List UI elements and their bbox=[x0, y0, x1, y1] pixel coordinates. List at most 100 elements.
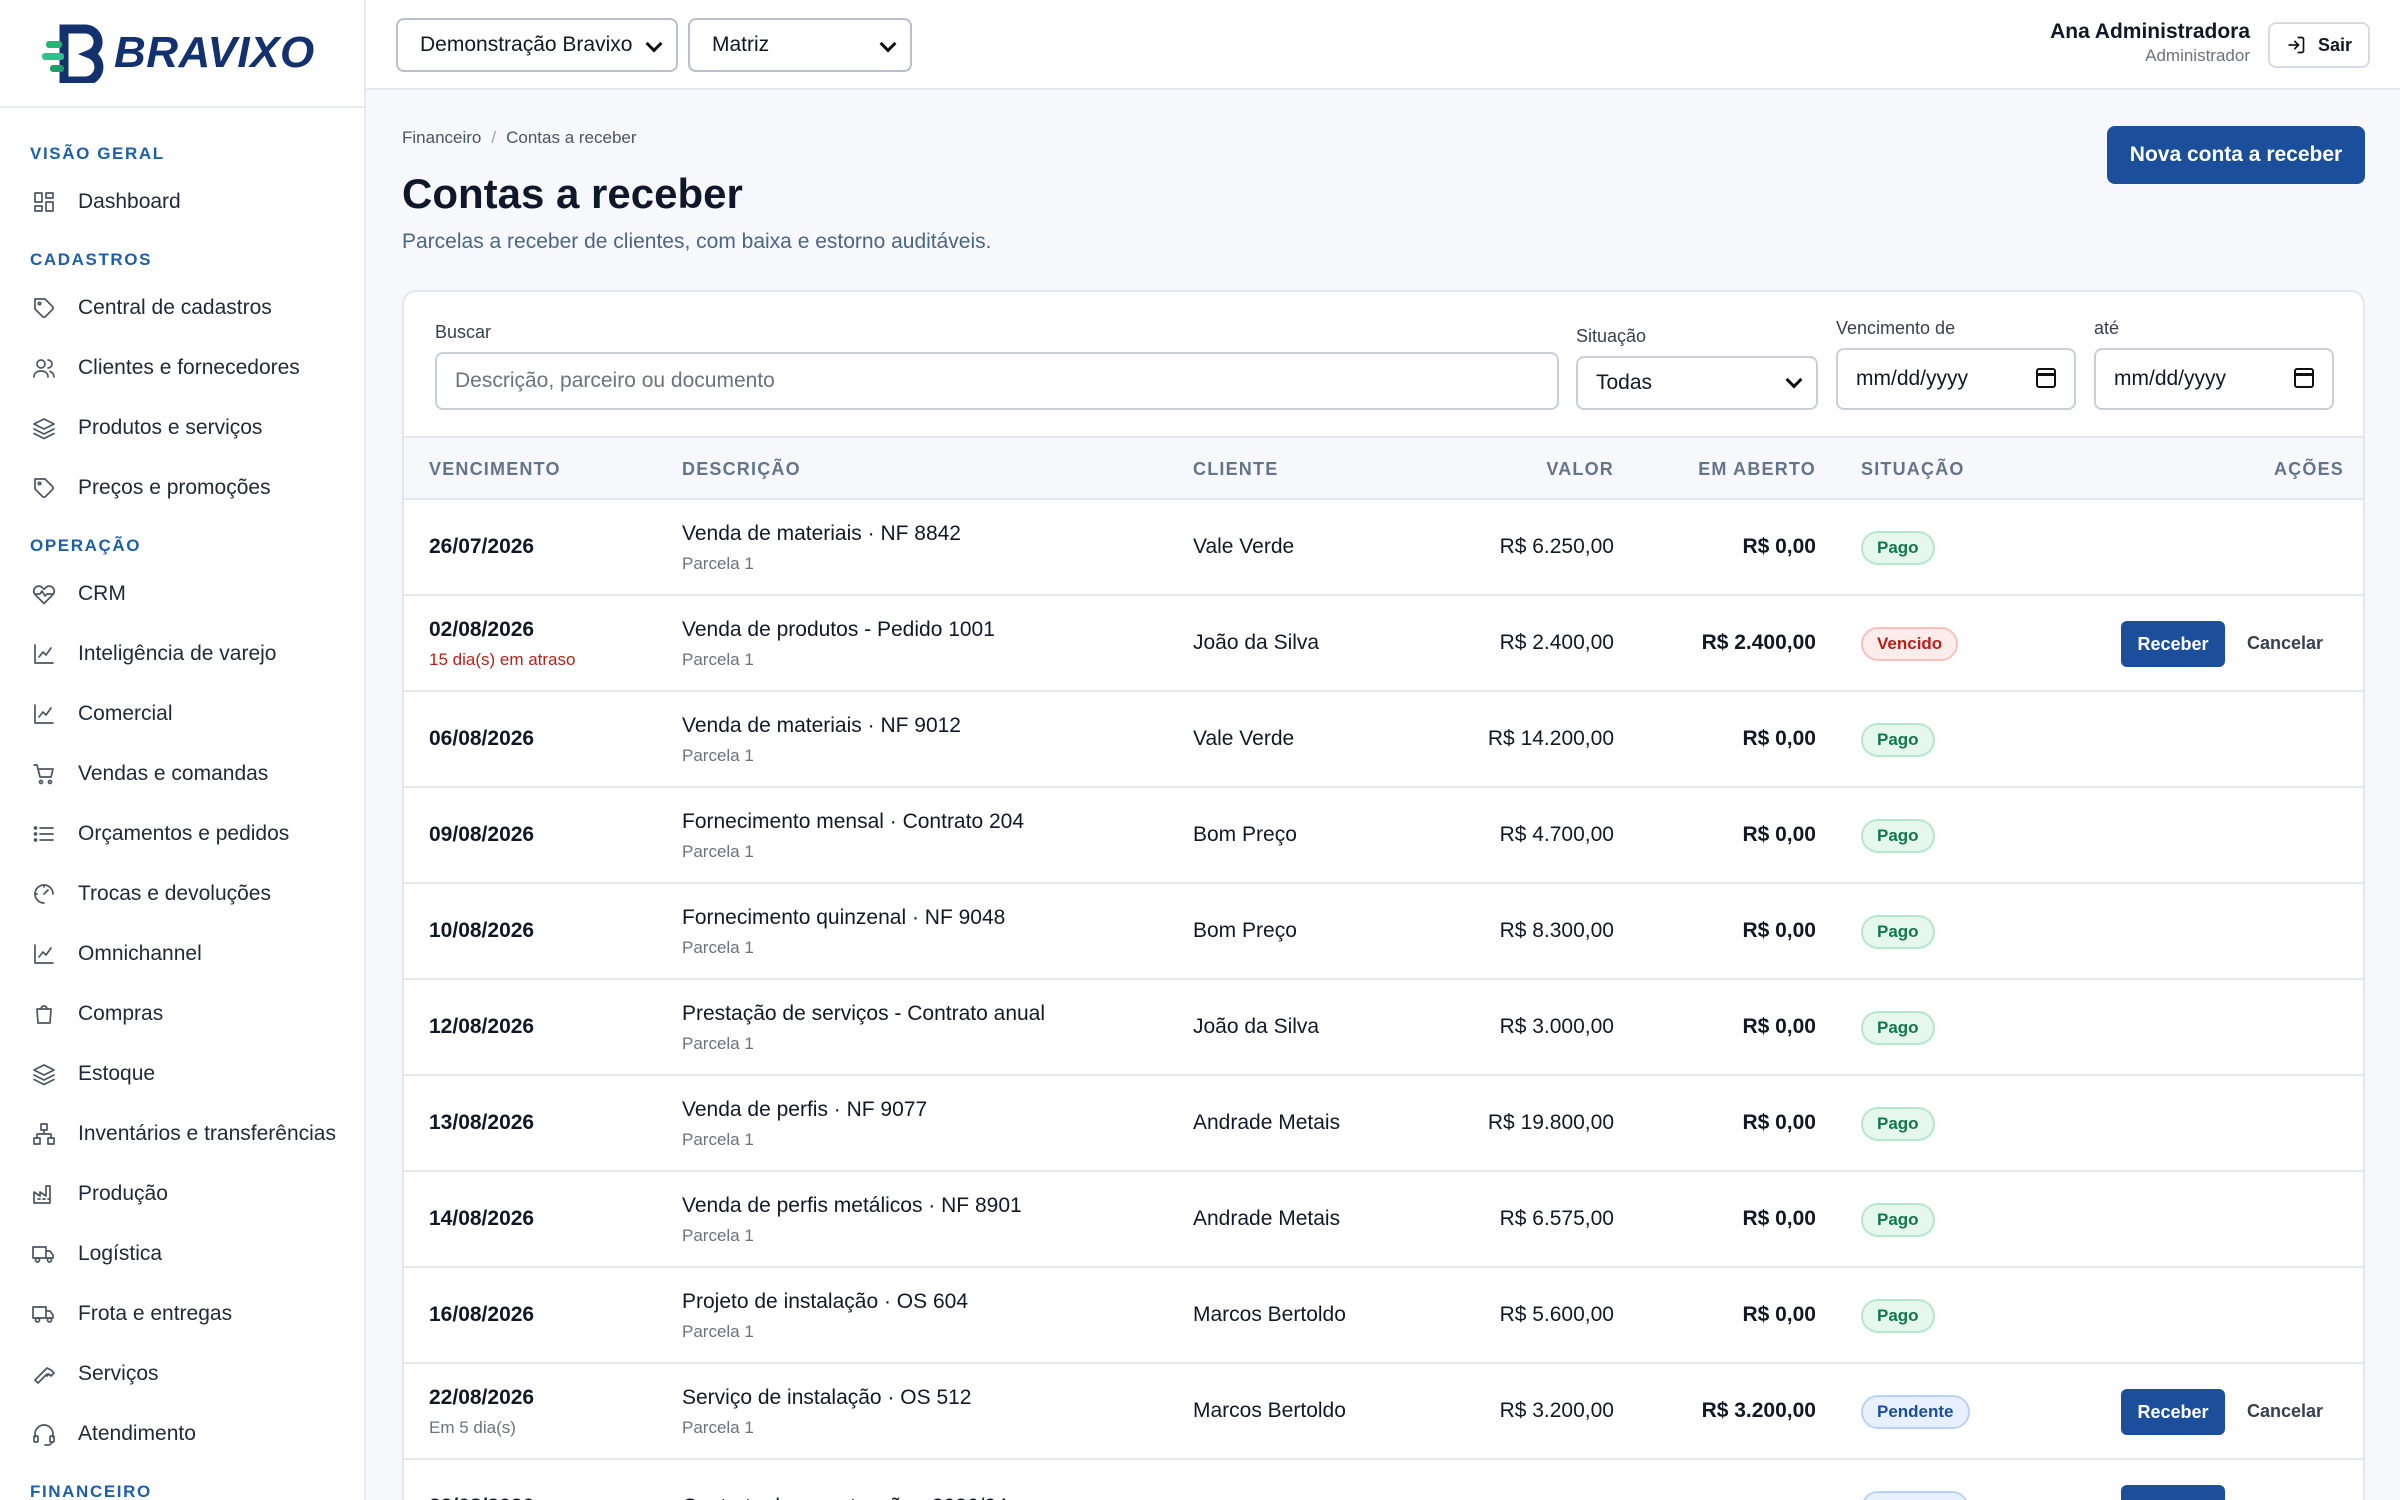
open-amount: R$ 0,00 bbox=[1742, 919, 1816, 942]
receive-button[interactable]: Receber bbox=[2121, 621, 2225, 667]
sidebar-item-label: Orçamentos e pedidos bbox=[78, 822, 290, 845]
sidebar-item[interactable]: Comercial bbox=[0, 684, 364, 744]
amount: R$ 2.400,00 bbox=[1499, 631, 1614, 654]
sidebar-item[interactable]: Clientes e fornecedores bbox=[0, 338, 364, 398]
client-name: Bom Preço bbox=[1193, 919, 1297, 942]
sidebar-item[interactable]: Trocas e devoluções bbox=[0, 864, 364, 924]
chevron-down-icon bbox=[1785, 371, 1803, 389]
open-amount: R$ 0,00 bbox=[1742, 1111, 1816, 1134]
sidebar-item[interactable]: Compras bbox=[0, 984, 364, 1044]
search-label: Buscar bbox=[435, 322, 492, 342]
company-select[interactable]: Demonstração Bravixo bbox=[396, 18, 678, 72]
table-row[interactable]: 23/08/2026 Contrato de manutenção · 2026/… bbox=[404, 1460, 2363, 1500]
open-amount: R$ 0,00 bbox=[1742, 1303, 1816, 1326]
sidebar-item[interactable]: Dashboard bbox=[0, 172, 364, 232]
branch-select[interactable]: Matriz bbox=[688, 18, 912, 72]
parcel: Parcela 1 bbox=[682, 1322, 754, 1341]
sidebar-item-label: Inventários e transferências bbox=[78, 1122, 336, 1145]
column-cliente[interactable]: CLIENTE bbox=[1193, 459, 1279, 479]
table-row[interactable]: 14/08/2026 Venda de perfis metálicos · NF… bbox=[404, 1172, 2363, 1268]
status-badge: Vencido bbox=[1861, 627, 1959, 661]
sidebar-item[interactable]: Orçamentos e pedidos bbox=[0, 804, 364, 864]
sidebar-item[interactable]: Inventários e transferências bbox=[0, 1104, 364, 1164]
column-em-aberto[interactable]: EM ABERTO bbox=[1698, 459, 1816, 479]
brand-logo[interactable]: BRAVIXO bbox=[0, 0, 364, 108]
due-date: 22/08/2026 bbox=[429, 1386, 535, 1409]
headset-icon bbox=[33, 1424, 55, 1446]
table-row[interactable]: 02/08/2026 15 dia(s) em atraso Venda de pr… bbox=[404, 596, 2363, 692]
client-name: Andrade Metais bbox=[1193, 1111, 1341, 1134]
client-name: Vale Verde bbox=[1193, 535, 1295, 558]
logout-button[interactable]: Sair bbox=[2268, 22, 2370, 68]
column-descricao[interactable]: DESCRIÇÃO bbox=[682, 459, 801, 479]
status-badge bbox=[1861, 1491, 1969, 1500]
description: Venda de perfis metálicos · NF 8901 bbox=[682, 1194, 1022, 1217]
search-input[interactable]: Descrição, parceiro ou documento bbox=[435, 352, 1559, 410]
due-to-input[interactable]: mm/dd/yyyy bbox=[2094, 348, 2334, 410]
status-badge: Pago bbox=[1861, 723, 1935, 757]
sidebar-item[interactable]: Inteligência de varejo bbox=[0, 624, 364, 684]
amount: R$ 6.250,00 bbox=[1499, 535, 1614, 558]
column-acoes: AÇÕES bbox=[2273, 459, 2344, 479]
sidebar-item[interactable]: Estoque bbox=[0, 1044, 364, 1104]
column-valor[interactable]: VALOR bbox=[1546, 459, 1614, 479]
due-date: 02/08/2026 bbox=[429, 618, 535, 641]
amount: R$ 19.800,00 bbox=[1487, 1111, 1614, 1134]
sidebar-item[interactable]: CRM bbox=[0, 564, 364, 624]
sidebar-item[interactable]: Frota e entregas bbox=[0, 1284, 364, 1344]
sidebar-item[interactable]: Preços e promoções bbox=[0, 458, 364, 518]
due-note: 15 dia(s) em atraso bbox=[429, 650, 576, 669]
receive-button[interactable]: Receber bbox=[2121, 1485, 2225, 1500]
sidebar-item[interactable]: Central de cadastros bbox=[0, 278, 364, 338]
user-role: Administrador bbox=[2145, 46, 2250, 65]
tag-icon bbox=[34, 478, 55, 499]
new-receivable-button[interactable]: Nova conta a receber bbox=[2107, 126, 2365, 184]
sidebar: BRAVIXO VISÃO GERAL Dashboard CADASTROS Cen… bbox=[0, 0, 366, 1500]
sidebar-item[interactable]: Atendimento bbox=[0, 1404, 364, 1464]
chart-line-icon bbox=[34, 644, 54, 664]
users-icon bbox=[33, 359, 55, 378]
calendar-icon[interactable] bbox=[2036, 368, 2056, 388]
due-date: 23/08/2026 bbox=[429, 1495, 534, 1500]
sidebar-item-label: Vendas e comandas bbox=[78, 762, 269, 785]
table-row[interactable]: 06/08/2026 Venda de materiais · NF 9012 Pa… bbox=[404, 692, 2363, 788]
sidebar-item-label: Estoque bbox=[78, 1062, 156, 1085]
table-row[interactable]: 16/08/2026 Projeto de instalação · OS 604… bbox=[404, 1268, 2363, 1364]
description: Fornecimento mensal · Contrato 204 bbox=[682, 810, 1024, 833]
sidebar-item[interactable]: Logística bbox=[0, 1224, 364, 1284]
cancel-button[interactable]: Cancelar bbox=[2247, 633, 2324, 653]
sidebar-item[interactable]: Produção bbox=[0, 1164, 364, 1224]
table-row[interactable]: 22/08/2026 Em 5 dia(s) Serviço de instalaç… bbox=[404, 1364, 2363, 1460]
amount: R$ 6.575,00 bbox=[1499, 1207, 1614, 1230]
table-row[interactable]: 12/08/2026 Prestação de serviços - Contra… bbox=[404, 980, 2363, 1076]
sidebar-nav: VISÃO GERAL Dashboard CADASTROS Central de … bbox=[0, 108, 364, 1500]
sidebar-item[interactable]: Omnichannel bbox=[0, 924, 364, 984]
sidebar-item[interactable]: Vendas e comandas bbox=[0, 744, 364, 804]
sidebar-item-label: Omnichannel bbox=[78, 942, 202, 965]
hammer-icon bbox=[34, 1367, 55, 1384]
column-vencimento[interactable]: VENCIMENTO bbox=[429, 459, 561, 479]
status-badge: Pago bbox=[1861, 915, 1935, 949]
due-to-value: mm/dd/yyyy bbox=[2114, 367, 2227, 390]
table-row[interactable]: 09/08/2026 Fornecimento mensal · Contrato… bbox=[404, 788, 2363, 884]
sidebar-item[interactable]: Produtos e serviços bbox=[0, 398, 364, 458]
table-row[interactable]: 26/07/2026 Venda de materiais · NF 8842 Pa… bbox=[404, 500, 2363, 596]
receivables-card: Buscar Descrição, parceiro ou documento … bbox=[402, 290, 2365, 1500]
breadcrumb-item-financeiro[interactable]: Financeiro bbox=[402, 128, 482, 147]
sidebar-item[interactable]: Serviços bbox=[0, 1344, 364, 1404]
table-row[interactable]: 13/08/2026 Venda de perfis · NF 9077 Parce… bbox=[404, 1076, 2363, 1172]
cancel-button[interactable]: Cancelar bbox=[2247, 1401, 2324, 1421]
open-amount: R$ 2.400,00 bbox=[1701, 631, 1816, 654]
status-select[interactable]: Todas bbox=[1576, 356, 1818, 410]
table-row[interactable]: 10/08/2026 Fornecimento quinzenal · NF 90… bbox=[404, 884, 2363, 980]
status-badge: Pago bbox=[1861, 819, 1935, 853]
search-placeholder: Descrição, parceiro ou documento bbox=[455, 369, 775, 392]
tag-icon bbox=[34, 298, 55, 319]
column-situacao[interactable]: SITUAÇÃO bbox=[1861, 459, 1965, 479]
calendar-icon[interactable] bbox=[2294, 368, 2314, 388]
amount: R$ 3.200,00 bbox=[1499, 1399, 1614, 1422]
chart-line-icon bbox=[34, 704, 54, 724]
receive-button[interactable]: Receber bbox=[2121, 1389, 2225, 1435]
status-badge: Pago bbox=[1861, 1203, 1935, 1237]
due-from-input[interactable]: mm/dd/yyyy bbox=[1836, 348, 2076, 410]
